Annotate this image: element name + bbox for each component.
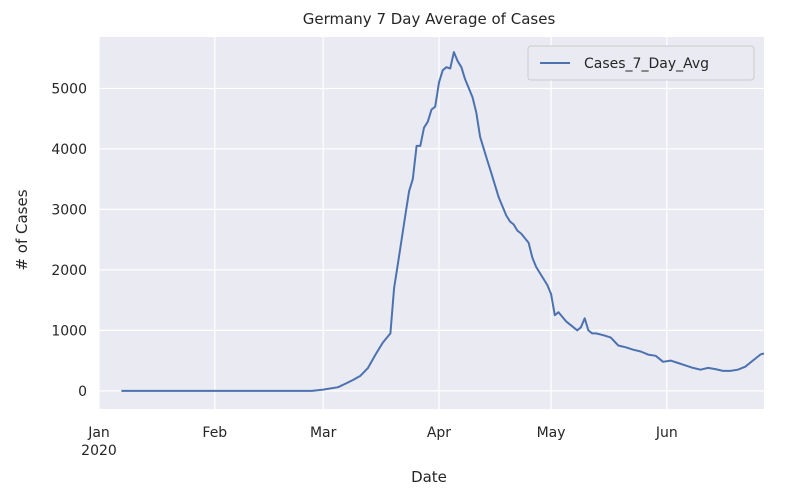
y-axis-label: # of Cases <box>13 189 31 270</box>
series-layer <box>121 51 765 392</box>
y-tick-label: 2000 <box>51 263 87 279</box>
x-tick-label: Feb <box>202 425 227 441</box>
x-axis-label: Date <box>411 468 447 486</box>
series-line <box>121 51 765 392</box>
x-tick-label: Jan <box>87 425 110 441</box>
gridlines <box>98 37 764 409</box>
x-tick-sublabel: 2020 <box>81 443 117 459</box>
y-axis: 0 1000 2000 3000 4000 5000 <box>51 81 87 399</box>
x-tick-label: Mar <box>310 425 337 441</box>
x-tick-label: Jun <box>655 425 678 441</box>
y-tick-label: 0 <box>78 384 87 400</box>
x-tick-label: May <box>537 425 566 441</box>
chart-title: Germany 7 Day Average of Cases <box>303 10 556 28</box>
x-axis: Jan 2020 Feb Mar Apr May Jun <box>81 425 678 459</box>
plot-area <box>99 37 764 409</box>
y-tick-label: 3000 <box>51 202 87 218</box>
y-tick-label: 5000 <box>51 81 87 97</box>
x-tick-label: Apr <box>427 425 451 441</box>
y-tick-label: 1000 <box>51 323 87 339</box>
y-tick-label: 4000 <box>51 142 87 158</box>
legend: Cases_7_Day_Avg <box>527 45 755 81</box>
legend-label: Cases_7_Day_Avg <box>584 56 709 72</box>
legend-frame <box>527 45 755 81</box>
